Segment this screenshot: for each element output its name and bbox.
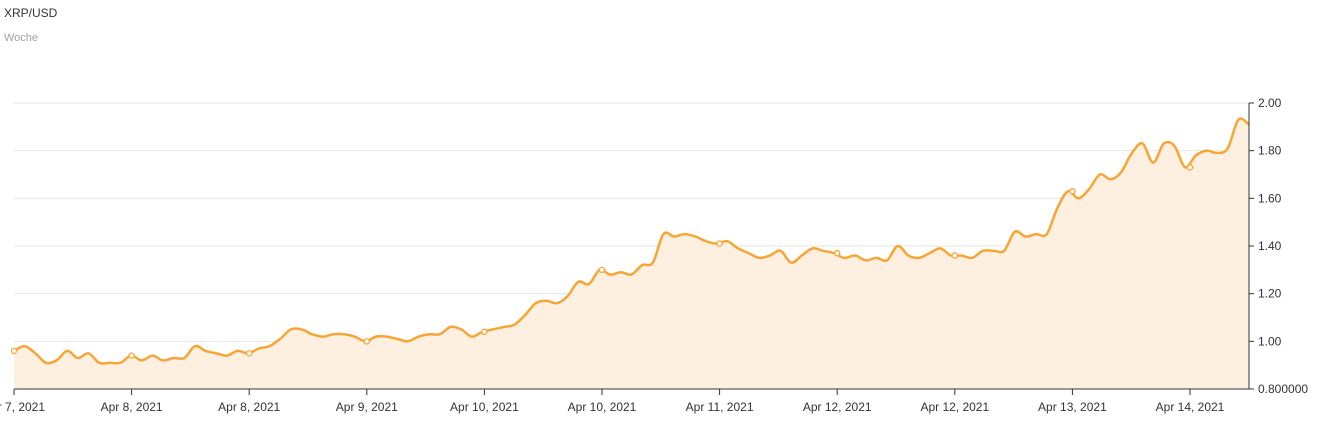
price-line[interactable] <box>13 117 1250 365</box>
x-tick-label: Apr 8, 2021 <box>218 400 280 414</box>
x-tick-label: Apr 10, 2021 <box>568 400 637 414</box>
x-tick-label: Apr 10, 2021 <box>450 400 519 414</box>
data-point-marker <box>951 252 959 259</box>
y-tick-label: 0.800000 <box>1258 382 1308 396</box>
data-point-marker <box>10 347 18 355</box>
y-tick-label: 1.40 <box>1258 239 1282 253</box>
price-area <box>14 118 1249 389</box>
data-markers <box>10 164 1194 359</box>
data-point-marker <box>1069 187 1076 195</box>
y-tick-label: 2.00 <box>1258 96 1282 110</box>
data-point-marker <box>598 266 606 274</box>
y-axis-ticks: 0.800000 1.00 1.20 1.40 1.60 1.80 2.00 <box>1249 96 1308 396</box>
x-axis-ticks: Apr 7, 2021 Apr 8, 2021 Apr 8, 2021 Apr 9, … <box>0 389 1225 414</box>
x-tick-label: Apr 12, 2021 <box>920 400 989 414</box>
data-point-marker <box>245 349 253 357</box>
x-tick-label: Apr 7, 2021 <box>0 400 45 414</box>
y-tick-label: 1.20 <box>1258 287 1282 301</box>
data-point-marker <box>716 240 723 247</box>
x-tick-label: Apr 14, 2021 <box>1156 400 1225 414</box>
data-point-marker <box>833 249 841 257</box>
data-point-marker <box>1186 164 1194 171</box>
x-tick-label: Apr 13, 2021 <box>1038 400 1107 414</box>
x-tick-label: Apr 9, 2021 <box>336 400 398 414</box>
y-tick-label: 1.00 <box>1258 334 1282 348</box>
data-point-marker <box>481 328 488 336</box>
data-point-marker <box>363 338 371 345</box>
data-point-marker <box>128 352 135 359</box>
x-tick-label: Apr 8, 2021 <box>101 400 163 414</box>
chart-title: XRP/USD <box>4 6 58 20</box>
y-tick-label: 1.60 <box>1258 191 1282 205</box>
chart-subtitle: Woche <box>4 32 39 44</box>
x-tick-label: Apr 12, 2021 <box>803 400 872 414</box>
x-tick-label: Apr 11, 2021 <box>686 400 754 414</box>
y-tick-label: 1.80 <box>1258 144 1282 158</box>
